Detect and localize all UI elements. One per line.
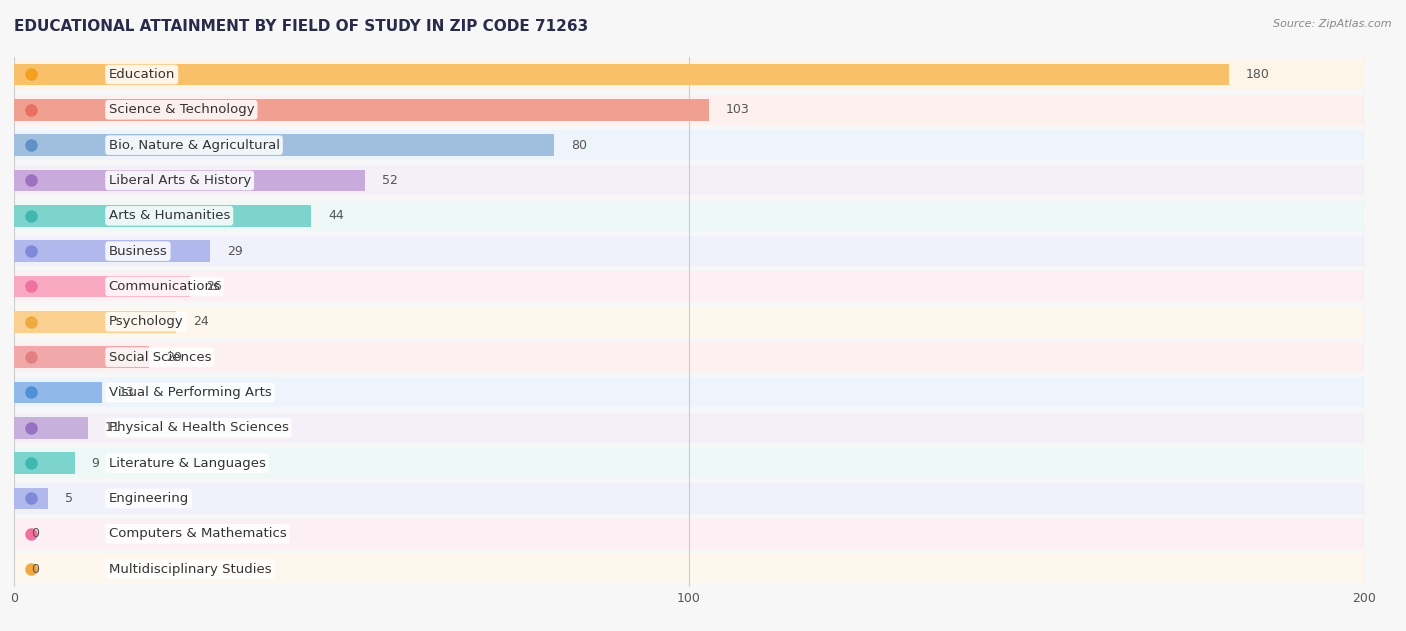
Text: Multidisciplinary Studies: Multidisciplinary Studies [108,563,271,575]
Text: 29: 29 [226,245,242,257]
Text: Visual & Performing Arts: Visual & Performing Arts [108,386,271,399]
Text: Psychology: Psychology [108,316,183,328]
Bar [14,483,1364,514]
Bar [14,276,190,297]
Bar [14,413,1364,443]
Bar [14,342,1364,372]
Text: 11: 11 [105,422,121,434]
Bar [14,417,89,439]
Text: Bio, Nature & Agricultural: Bio, Nature & Agricultural [108,139,280,151]
Text: Business: Business [108,245,167,257]
Bar [14,382,101,403]
Bar [14,99,709,121]
Text: 0: 0 [31,563,39,575]
Bar [14,130,1364,160]
Text: Education: Education [108,68,174,81]
Text: 52: 52 [382,174,398,187]
Text: Arts & Humanities: Arts & Humanities [108,209,231,222]
Text: 0: 0 [31,528,39,540]
Bar [14,205,311,227]
Bar [14,346,149,368]
Text: Engineering: Engineering [108,492,188,505]
Bar [14,165,1364,196]
Text: 20: 20 [166,351,181,363]
Text: 44: 44 [328,209,343,222]
Text: Literature & Languages: Literature & Languages [108,457,266,469]
Text: Communications: Communications [108,280,221,293]
Text: Social Sciences: Social Sciences [108,351,211,363]
Bar [14,377,1364,408]
Bar [14,170,366,191]
Bar [14,59,1364,90]
Text: Computers & Mathematics: Computers & Mathematics [108,528,287,540]
Bar [14,95,1364,125]
Text: 9: 9 [91,457,100,469]
Bar [14,488,48,509]
Bar [14,271,1364,302]
Bar [14,201,1364,231]
Bar [14,554,1364,584]
Bar [14,448,1364,478]
Text: 5: 5 [65,492,73,505]
Text: EDUCATIONAL ATTAINMENT BY FIELD OF STUDY IN ZIP CODE 71263: EDUCATIONAL ATTAINMENT BY FIELD OF STUDY… [14,19,588,34]
Bar [14,236,1364,266]
Bar [14,452,75,474]
Text: Liberal Arts & History: Liberal Arts & History [108,174,250,187]
Text: 26: 26 [207,280,222,293]
Text: 13: 13 [118,386,135,399]
Bar [14,64,1229,85]
Bar [14,240,209,262]
Bar [14,307,1364,337]
Text: Physical & Health Sciences: Physical & Health Sciences [108,422,288,434]
Text: 180: 180 [1246,68,1270,81]
Text: 103: 103 [725,103,749,116]
Text: Science & Technology: Science & Technology [108,103,254,116]
Bar [14,519,1364,549]
Bar [14,134,554,156]
Text: 24: 24 [193,316,208,328]
Text: 80: 80 [571,139,586,151]
Bar [14,311,176,333]
Text: Source: ZipAtlas.com: Source: ZipAtlas.com [1274,19,1392,29]
